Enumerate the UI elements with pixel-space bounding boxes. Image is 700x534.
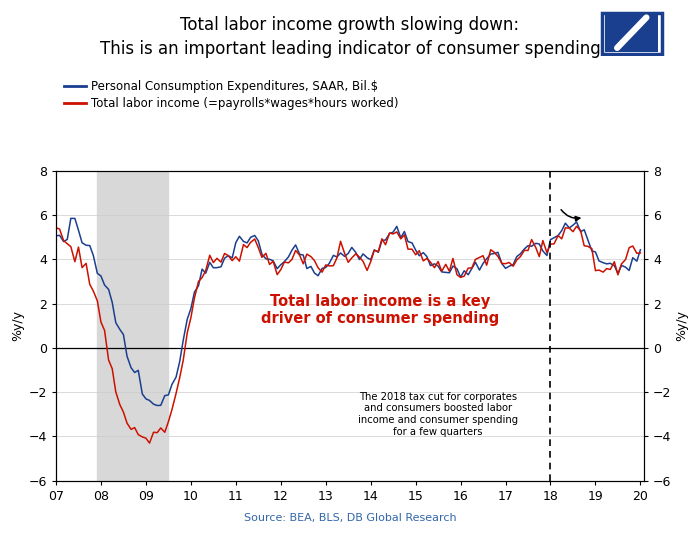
Text: The 2018 tax cut for corporates
and consumers boosted labor
income and consumer : The 2018 tax cut for corporates and cons… bbox=[358, 392, 518, 437]
Y-axis label: %y/y: %y/y bbox=[676, 310, 689, 341]
Text: Total labor income growth slowing down:: Total labor income growth slowing down: bbox=[181, 16, 519, 34]
Y-axis label: %y/y: %y/y bbox=[11, 310, 25, 341]
Legend: Personal Consumption Expenditures, SAAR, Bil.$, Total labor income (=payrolls*wa: Personal Consumption Expenditures, SAAR,… bbox=[62, 77, 401, 113]
Bar bbox=[97, 171, 169, 481]
Text: Total labor income is a key
driver of consumer spending: Total labor income is a key driver of co… bbox=[260, 294, 499, 326]
Text: This is an important leading indicator of consumer spending: This is an important leading indicator o… bbox=[99, 40, 601, 58]
Text: Source: BEA, BLS, DB Global Research: Source: BEA, BLS, DB Global Research bbox=[244, 513, 456, 523]
Bar bbox=[605, 15, 658, 52]
